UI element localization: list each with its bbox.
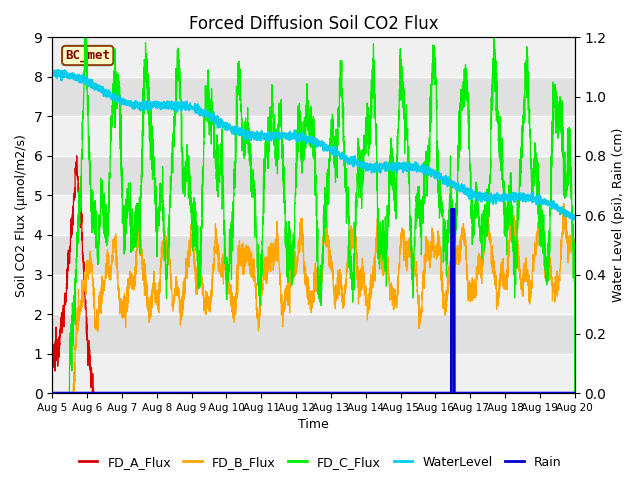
Bar [52, 354, 575, 393]
X-axis label: Time: Time [298, 419, 329, 432]
Y-axis label: Water Level (psi), Rain (cm): Water Level (psi), Rain (cm) [612, 128, 625, 302]
Y-axis label: Soil CO2 Flux (μmol/m2/s): Soil CO2 Flux (μmol/m2/s) [15, 134, 28, 297]
Bar [52, 275, 575, 314]
Bar [52, 195, 575, 235]
Bar [52, 37, 575, 77]
Bar [52, 116, 575, 156]
Legend: FD_A_Flux, FD_B_Flux, FD_C_Flux, WaterLevel, Rain: FD_A_Flux, FD_B_Flux, FD_C_Flux, WaterLe… [74, 451, 566, 474]
Text: BC_met: BC_met [65, 49, 110, 62]
Title: Forced Diffusion Soil CO2 Flux: Forced Diffusion Soil CO2 Flux [189, 15, 438, 33]
